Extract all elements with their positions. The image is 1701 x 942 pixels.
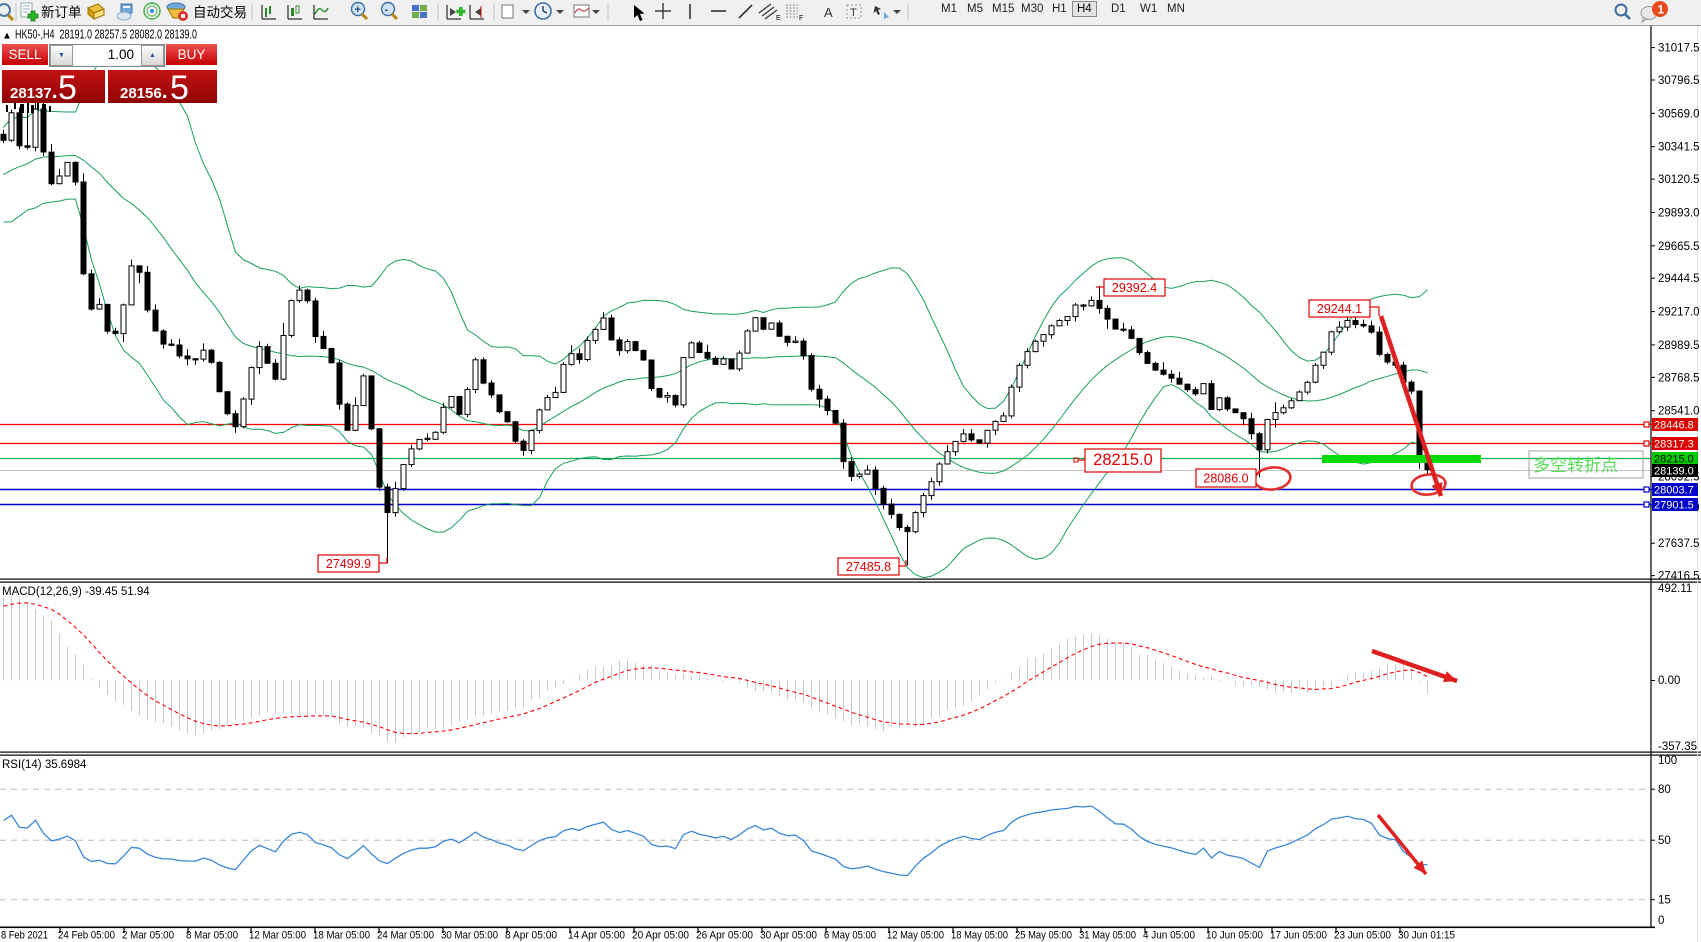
svg-text:30 Jun 01:15: 30 Jun 01:15 — [1398, 930, 1455, 942]
svg-text:27485.8: 27485.8 — [846, 560, 891, 574]
svg-text:A: A — [824, 5, 833, 20]
svg-text:8 Feb 2021: 8 Feb 2021 — [1, 930, 48, 942]
svg-text:31017.5: 31017.5 — [1658, 43, 1700, 55]
svg-text:14 Apr 05:00: 14 Apr 05:00 — [568, 930, 625, 942]
svg-text:0.00: 0.00 — [1658, 675, 1680, 687]
svg-text:28215.0: 28215.0 — [1093, 451, 1153, 469]
svg-text:20 Apr 05:00: 20 Apr 05:00 — [632, 930, 689, 942]
svg-text:自动交易: 自动交易 — [193, 4, 247, 20]
svg-text:28989.5: 28989.5 — [1658, 340, 1700, 352]
svg-text:100: 100 — [1658, 755, 1677, 767]
svg-text:17 Jun 05:00: 17 Jun 05:00 — [1270, 930, 1327, 942]
svg-text:12 May 05:00: 12 May 05:00 — [887, 930, 944, 942]
svg-text:29392.4: 29392.4 — [1112, 281, 1157, 295]
svg-text:HK50-,H4 28191.0 28257.5 2808: HK50-,H4 28191.0 28257.5 28082.0 28139.0 — [15, 28, 197, 42]
svg-text:27637.5: 27637.5 — [1658, 538, 1700, 550]
svg-text:29217.0: 29217.0 — [1658, 307, 1700, 319]
svg-text:28541.0: 28541.0 — [1658, 406, 1700, 418]
svg-text:24 Feb 05:00: 24 Feb 05:00 — [58, 930, 115, 942]
svg-text:10 Jun 05:00: 10 Jun 05:00 — [1206, 930, 1263, 942]
svg-text:28215.0: 28215.0 — [1654, 454, 1694, 466]
svg-text:30569.0: 30569.0 — [1658, 108, 1700, 120]
svg-text:29665.5: 29665.5 — [1658, 241, 1700, 253]
svg-text:8 Apr 05:00: 8 Apr 05:00 — [505, 930, 557, 942]
svg-text:MACD(12,26,9) -39.45 51.94: MACD(12,26,9) -39.45 51.94 — [2, 586, 150, 598]
svg-text:28317.3: 28317.3 — [1654, 439, 1694, 451]
svg-text:F: F — [799, 15, 803, 22]
svg-text:492.11: 492.11 — [1658, 583, 1692, 595]
svg-text:-357.35: -357.35 — [1658, 741, 1697, 753]
svg-text:29244.1: 29244.1 — [1317, 302, 1362, 316]
svg-text:0: 0 — [1658, 915, 1664, 927]
svg-text:RSI(14) 35.6984: RSI(14) 35.6984 — [2, 759, 87, 771]
svg-text:6 May 05:00: 6 May 05:00 — [824, 930, 876, 942]
svg-text:25 May 05:00: 25 May 05:00 — [1015, 930, 1072, 942]
svg-text:26 Apr 05:00: 26 Apr 05:00 — [696, 930, 753, 942]
svg-text:1: 1 — [1658, 3, 1665, 17]
svg-text:29444.5: 29444.5 — [1658, 273, 1700, 285]
svg-text:18 Mar 05:00: 18 Mar 05:00 — [313, 930, 370, 942]
svg-text:-: - — [385, 4, 389, 16]
svg-text:28003.7: 28003.7 — [1654, 485, 1694, 497]
svg-text:30341.5: 30341.5 — [1658, 142, 1700, 154]
svg-text:▲: ▲ — [2, 31, 12, 42]
svg-text:2 Mar 05:00: 2 Mar 05:00 — [122, 930, 174, 942]
svg-text:27901.5: 27901.5 — [1654, 500, 1694, 512]
svg-text:28139.0: 28139.0 — [1654, 466, 1694, 478]
svg-text:15: 15 — [1658, 895, 1671, 907]
svg-text:31 May 05:00: 31 May 05:00 — [1079, 930, 1136, 942]
svg-text:23 Jun 05:00: 23 Jun 05:00 — [1334, 930, 1391, 942]
svg-text:24 Mar 05:00: 24 Mar 05:00 — [377, 930, 434, 942]
svg-text:30 Mar 05:00: 30 Mar 05:00 — [441, 930, 498, 942]
svg-text:18 May 05:00: 18 May 05:00 — [951, 930, 1008, 942]
svg-text:30 Apr 05:00: 30 Apr 05:00 — [760, 930, 817, 942]
svg-text:12 Mar 05:00: 12 Mar 05:00 — [249, 930, 306, 942]
svg-text:30796.5: 30796.5 — [1658, 75, 1700, 87]
svg-text:27499.9: 27499.9 — [326, 557, 371, 571]
svg-text:30120.5: 30120.5 — [1658, 174, 1700, 186]
svg-text:80: 80 — [1658, 784, 1671, 796]
svg-text:多空转折点: 多空转折点 — [1533, 456, 1618, 475]
svg-text:新订单: 新订单 — [41, 5, 82, 20]
svg-text:28768.5: 28768.5 — [1658, 372, 1700, 384]
svg-text:27416.5: 27416.5 — [1658, 571, 1700, 583]
svg-text:8 Mar 05:00: 8 Mar 05:00 — [186, 930, 238, 942]
svg-text:4 Jun 05:00: 4 Jun 05:00 — [1143, 930, 1195, 942]
svg-text:28446.8: 28446.8 — [1654, 420, 1694, 432]
svg-text:28086.0: 28086.0 — [1203, 472, 1248, 486]
svg-text:T: T — [850, 7, 857, 19]
svg-text:E: E — [776, 15, 781, 22]
svg-text:50: 50 — [1658, 835, 1671, 847]
svg-text:29893.0: 29893.0 — [1658, 207, 1700, 219]
svg-text:+: + — [355, 4, 361, 16]
